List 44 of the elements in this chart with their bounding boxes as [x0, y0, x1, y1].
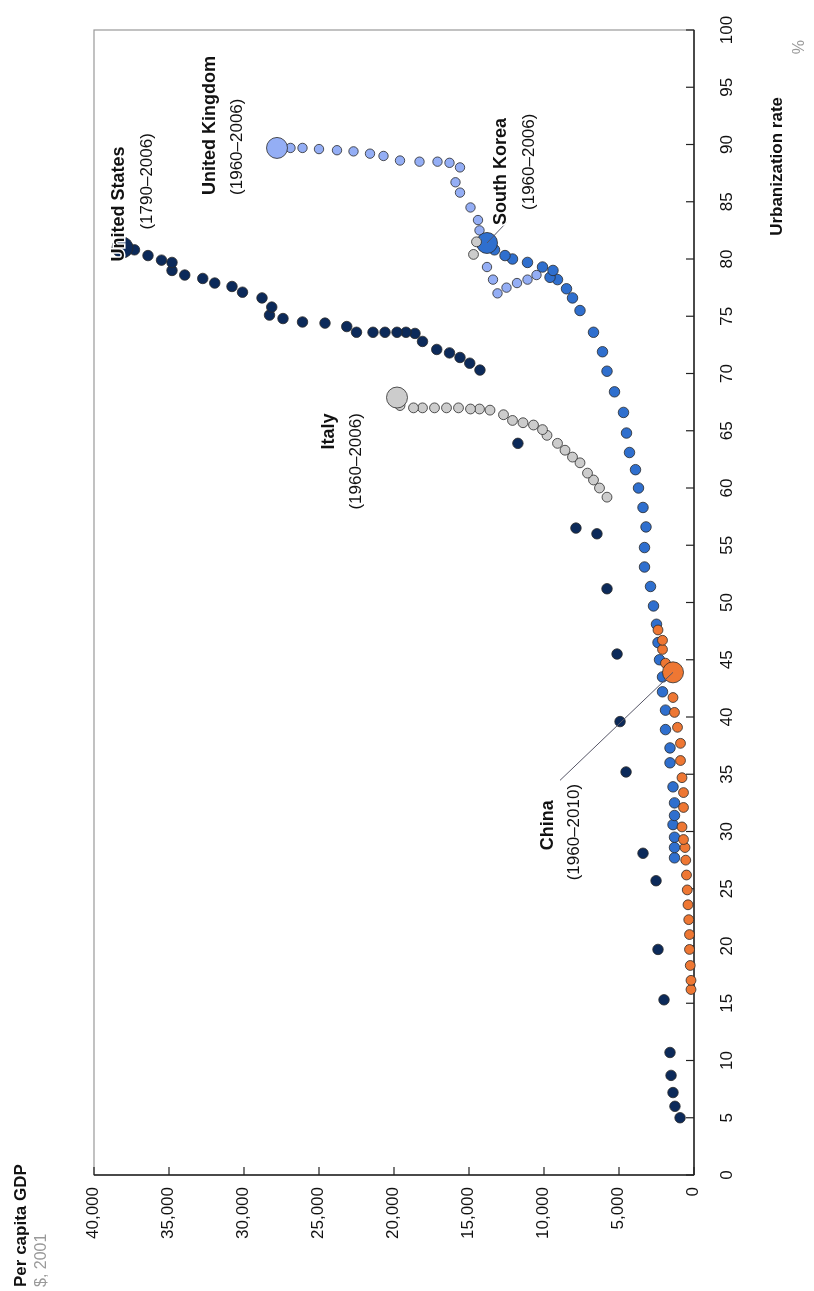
y-tick-label: 75 [717, 306, 737, 326]
y-tick-label: 35 [717, 764, 737, 784]
text: % [790, 40, 808, 55]
y-axis-title: Urbanization rate [767, 97, 787, 236]
y-tick-label: 40 [717, 707, 737, 727]
x-tick-label: 20,000 [383, 1187, 403, 1239]
y-tick-label: 45 [717, 650, 737, 670]
y-tick-label: 20 [717, 936, 737, 956]
text: Italy [317, 413, 338, 450]
x-tick-label: 15,000 [458, 1187, 478, 1239]
x-tick-label: 5,000 [608, 1187, 628, 1230]
y-tick-label: 100 [717, 15, 737, 45]
text: China [536, 799, 557, 851]
y-tick-label: 0 [717, 1170, 737, 1180]
y-tick-label: 10 [717, 1051, 737, 1070]
y-tick-label: 80 [717, 249, 737, 269]
annotation: (1960–2010) [564, 783, 584, 881]
annotation: (1790–2006) [136, 133, 156, 230]
y-tick-label: 60 [717, 478, 737, 498]
x-tick-label: 25,000 [308, 1187, 328, 1239]
y-tick-label: 15 [717, 993, 737, 1013]
y-tick-label: 90 [717, 135, 737, 154]
y-tick-label: 25 [717, 879, 737, 899]
y-tick-label: 50 [717, 593, 737, 612]
annotation: (1960–2006) [346, 413, 366, 510]
text: $, 2001 [32, 1233, 50, 1287]
y-tick-label: 70 [717, 364, 737, 383]
annotation: (1960–2006) [519, 113, 539, 210]
y-tick-label: 85 [717, 192, 737, 212]
x-tick-label: 35,000 [158, 1187, 178, 1239]
text: United States [108, 146, 129, 262]
x-tick-label: 0 [683, 1187, 703, 1197]
y-tick-label: 5 [717, 1113, 737, 1123]
text: United Kingdom [198, 55, 219, 195]
annotation: (1960–2006) [227, 98, 247, 195]
x-tick-label: 10,000 [533, 1187, 553, 1239]
y-tick-label: 30 [717, 822, 737, 841]
text: South Korea [489, 116, 510, 225]
x-tick-label: 30,000 [233, 1187, 253, 1239]
y-tick-label: 65 [717, 421, 737, 441]
x-tick-label: 40,000 [83, 1187, 103, 1239]
y-tick-label: 55 [717, 535, 737, 555]
text: Per capita GDP [11, 1164, 31, 1287]
y-tick-label: 95 [717, 77, 737, 97]
